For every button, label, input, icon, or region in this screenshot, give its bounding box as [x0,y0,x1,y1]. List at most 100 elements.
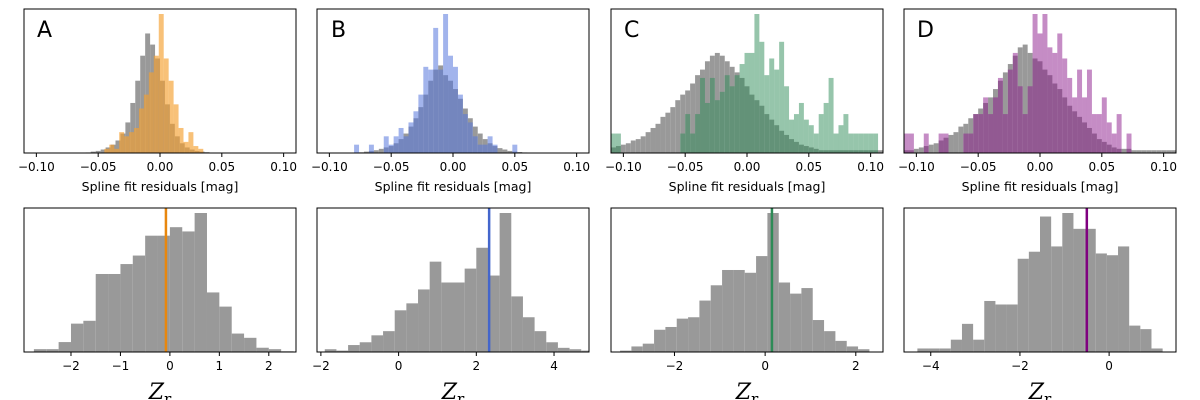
histogram-bar [993,97,998,153]
histogram-bar [1101,97,1107,153]
histogram-bar [383,136,389,153]
x-tick-label: −2 [62,359,80,373]
x-axis-label-subscript: r [751,390,759,400]
histogram-bar [928,348,940,352]
x-tick-label: 0.10 [563,160,590,174]
histogram-bar [394,310,407,352]
histogram-bar [457,94,463,153]
histogram-bar [873,133,879,153]
x-axis-label: Zr [148,380,172,400]
x-tick-label: 0.05 [1088,160,1115,174]
histogram-bar [1017,258,1029,352]
histogram-bar [441,282,453,352]
x-axis-label: Zr [1028,380,1052,400]
histogram-bar [670,107,676,153]
histogram-bar [497,148,503,153]
histogram-bar [569,349,582,352]
panel-c: −0.10 −0.05 0.00 0.05 0.10 Spline fit residua… [605,8,884,194]
bars-group [904,14,1176,153]
histogram-bar [477,133,483,153]
histogram-bar [359,342,372,352]
histogram-bar [846,346,859,352]
histogram-bar [778,282,791,352]
histogram-bar [188,132,194,153]
histogram-bar [1106,122,1112,153]
histogram-bar [818,114,824,153]
histogram-bar [1037,33,1043,153]
bars-group [611,14,883,153]
histogram-bar [983,97,989,153]
histogram-bar [145,235,158,352]
histogram-bar [1047,47,1053,153]
histogram-bar [487,136,493,153]
histogram-bar [363,151,369,153]
histogram-bar [625,143,631,153]
histogram-bar [1007,69,1013,153]
x-tick-label: 0.10 [1150,160,1177,174]
histogram-bar [724,75,730,153]
histogram-bar [388,144,394,153]
histogram-bar [100,149,106,153]
histogram-bar [557,347,570,352]
x-axis-label-subscript: r [457,390,465,400]
histogram-bar [950,339,962,352]
panel-b: −0.10 −0.05 0.00 0.05 0.10 Spline fit residua… [311,8,590,194]
histogram-bar [790,293,802,352]
histogram-bar [838,125,844,153]
x-tick-label: 0.00 [734,160,761,174]
histogram-bar [863,133,869,153]
bars-group [324,213,589,352]
histogram-bar [429,261,442,352]
histogram-bar [418,289,430,352]
bars-group [354,14,552,153]
histogram-bar [685,114,691,153]
histogram-bar [183,141,189,153]
histogram-bar [769,58,775,153]
histogram-bar [108,273,121,352]
histogram-bar [134,127,139,153]
histogram-bar [1161,150,1167,153]
histogram-bar [904,133,909,153]
histogram-bar [464,268,477,352]
histogram-bar [477,144,483,153]
histogram-bar [383,331,395,352]
histogram-bar [650,127,656,153]
histogram-bar [109,144,115,153]
histogram-bar [917,348,929,352]
histogram-bar [438,69,444,153]
x-tick-label: −0.10 [18,160,55,174]
histogram-bar [1095,253,1107,352]
x-axis-label-subscript: r [1044,390,1052,400]
histogram-bar [1084,228,1096,352]
histogram-bar [138,108,144,153]
histogram-bar [749,52,755,153]
histogram-bar [1121,148,1127,153]
histogram-bar [828,77,834,153]
histogram-bar [433,27,439,153]
histogram-bar [1002,114,1008,153]
histogram-bar [1017,86,1023,153]
histogram-bar [153,55,159,153]
x-axis-label-subscript: r [164,390,172,400]
x-tick-label: 0.10 [270,160,297,174]
histogram-bar [1051,246,1063,352]
histogram-bar [487,275,500,352]
histogram-bar [655,123,661,153]
x-axis-label: Spline fit residuals [mag] [375,179,532,194]
panel-a: −0.10 −0.05 0.00 0.05 0.10 Spline fit residua… [18,8,297,194]
histogram-bar [923,133,929,153]
histogram-bar [908,133,914,153]
histogram-bar [690,83,696,153]
x-tick-label: 2 [852,359,860,373]
histogram-bar [779,41,785,153]
histogram-bar [744,272,757,352]
histogram-bar [453,282,465,352]
x-tick-label: −0.10 [311,160,348,174]
histogram-bar [1166,150,1172,153]
x-axis-label-main: Z [441,380,458,400]
histogram-bar [1042,14,1048,153]
histogram-bar [759,41,765,153]
histogram-bar [620,144,626,153]
histogram-bar [83,320,96,352]
histogram-bar [995,304,1007,352]
